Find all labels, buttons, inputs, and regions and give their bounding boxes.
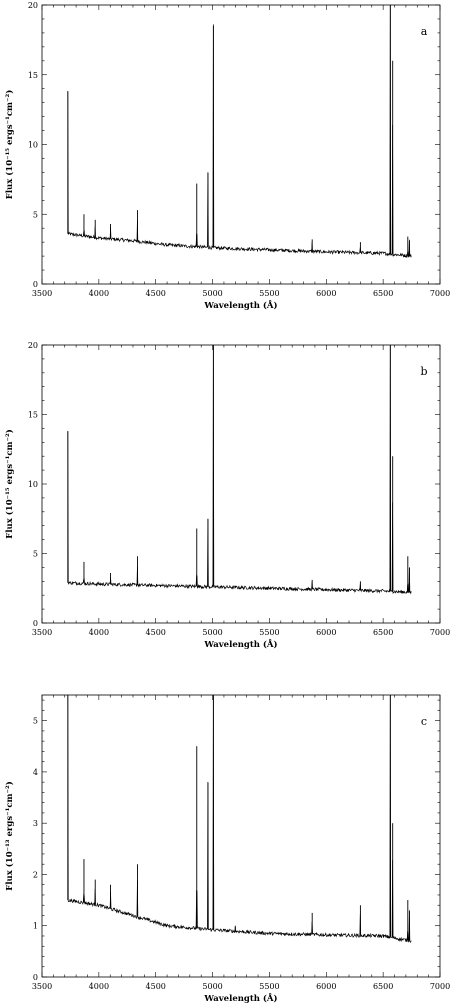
plot-frame (41, 4, 441, 285)
x-tick-label: 5000 (202, 982, 222, 991)
spectrum-line (67, 4, 412, 259)
y-tick-label: 20 (28, 341, 38, 350)
x-tick-label: 6000 (316, 628, 336, 637)
y-tick-label: 10 (28, 480, 38, 489)
x-tick-label: 5500 (259, 289, 279, 298)
panel-letter: b (420, 365, 427, 378)
x-tick-label: 7000 (430, 289, 450, 298)
x-tick-label: 5000 (202, 289, 222, 298)
plot-frame (41, 344, 441, 624)
x-tick-label: 3500 (32, 289, 52, 298)
y-tick-label: 20 (28, 1, 38, 10)
panel-letter: c (421, 715, 427, 728)
y-tick-label: 3 (33, 819, 38, 828)
y-tick-label: 5 (33, 550, 38, 559)
x-tick-label: 6000 (316, 982, 336, 991)
x-tick-label: 6000 (316, 289, 336, 298)
x-tick-label: 4000 (89, 982, 109, 991)
x-tick-label: 3500 (32, 628, 52, 637)
chart-panel-c: 3500 4000 4500 5000 5500 6000 6500 7000 0 1 2 3 4 5 Wa… (4, 694, 450, 1004)
spectrum-line (67, 344, 412, 595)
y-tick-label: 5 (33, 210, 38, 219)
x-tick-label: 3500 (32, 982, 52, 991)
y-tick-label: 15 (28, 71, 38, 80)
x-tick-label: 4500 (146, 289, 166, 298)
plot-frame (41, 694, 441, 978)
y-axis-title: Flux (10⁻¹⁵ ergs⁻¹cm⁻²) (4, 429, 15, 538)
y-tick-label: 2 (33, 870, 38, 879)
panel-letter: a (421, 25, 428, 38)
x-tick-label: 7000 (430, 628, 450, 637)
y-axis-title: Flux (10⁻¹⁵ ergs⁻¹cm⁻²) (4, 90, 15, 199)
y-axis-title: Flux (10⁻¹³ ergs⁻¹cm⁻²) (4, 781, 15, 890)
chart-panel-b: 3500 4000 4500 5000 5500 6000 6500 7000 0 5 10 15 20… (4, 341, 450, 650)
y-tick-label: 4 (33, 768, 38, 777)
y-tick-label: 1 (33, 922, 38, 931)
chart-panel-a: 3500 4000 4500 5000 5500 6000 6500 7000 0 5 10 15 20… (4, 1, 450, 311)
x-tick-label: 4500 (146, 628, 166, 637)
x-tick-label: 6500 (373, 289, 393, 298)
x-tick-label: 6500 (373, 628, 393, 637)
x-tick-label: 5500 (259, 982, 279, 991)
x-tick-label: 6500 (373, 982, 393, 991)
y-tick-label: 15 (28, 411, 38, 420)
x-tick-label: 4000 (89, 628, 109, 637)
x-axis-title: Wavelength (Å) (203, 638, 277, 650)
y-tick-label: 10 (28, 141, 38, 150)
x-tick-label: 4000 (89, 289, 109, 298)
spectrum-line (67, 694, 412, 943)
x-axis-title: Wavelength (Å) (203, 299, 277, 311)
x-tick-label: 5500 (259, 628, 279, 637)
x-tick-label: 7000 (430, 982, 450, 991)
x-tick-label: 4500 (146, 982, 166, 991)
x-tick-label: 5000 (202, 628, 222, 637)
y-tick-label: 0 (33, 280, 38, 289)
y-tick-label: 0 (33, 973, 38, 982)
x-axis-title: Wavelength (Å) (203, 992, 277, 1004)
y-tick-label: 0 (33, 619, 38, 628)
y-tick-label: 5 (33, 717, 38, 726)
